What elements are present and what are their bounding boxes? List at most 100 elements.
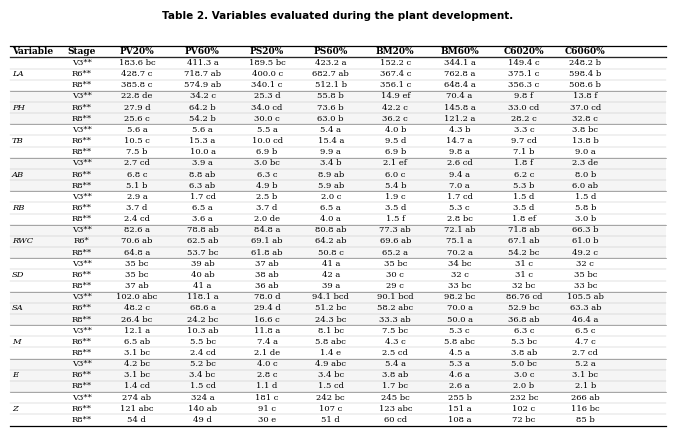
Text: 6.0 c: 6.0 c [385, 171, 406, 178]
Text: 3.3 c: 3.3 c [514, 126, 534, 134]
Text: 123 abc: 123 abc [379, 405, 412, 413]
Text: 25.3 d: 25.3 d [254, 92, 281, 100]
Text: 4.0 c: 4.0 c [257, 360, 277, 368]
Text: C6020%: C6020% [504, 47, 544, 56]
Text: 31 c: 31 c [515, 271, 533, 279]
Text: 8.9 ab: 8.9 ab [318, 171, 344, 178]
Bar [10, 191, 666, 202]
Text: 1.5 cd: 1.5 cd [189, 382, 216, 391]
Text: 35 bc: 35 bc [383, 260, 407, 268]
Text: Z: Z [12, 405, 18, 413]
Text: 55.8 b: 55.8 b [317, 92, 344, 100]
Text: 1.4 cd: 1.4 cd [124, 382, 150, 391]
Text: 39 a: 39 a [322, 282, 340, 290]
Text: 24.3 bc: 24.3 bc [315, 316, 346, 324]
Text: 8.8 ab: 8.8 ab [189, 171, 216, 178]
Bar [10, 180, 666, 191]
Text: V3**: V3** [72, 360, 91, 368]
Text: 85 b: 85 b [576, 416, 595, 424]
Text: 33.3 ab: 33.3 ab [379, 316, 411, 324]
Text: 1.5 d: 1.5 d [513, 193, 535, 201]
Text: 1.1 d: 1.1 d [256, 382, 278, 391]
Bar [10, 358, 666, 370]
Text: 1.8 ef: 1.8 ef [512, 215, 536, 223]
Text: 4.3 b: 4.3 b [449, 126, 470, 134]
Text: 3.0 b: 3.0 b [575, 215, 596, 223]
Text: 400.0 c: 400.0 c [251, 70, 283, 78]
Text: 1.5 cd: 1.5 cd [318, 382, 343, 391]
Text: 149.4 c: 149.4 c [508, 59, 539, 67]
Text: BM20%: BM20% [376, 47, 414, 56]
Bar [10, 236, 666, 247]
Text: 4.2 bc: 4.2 bc [124, 360, 150, 368]
Text: 4.9 b: 4.9 b [256, 182, 278, 190]
Text: 32 bc: 32 bc [512, 282, 535, 290]
Text: 6.3 c: 6.3 c [514, 327, 534, 335]
Text: 4.9 abc: 4.9 abc [315, 360, 346, 368]
Bar [10, 303, 666, 314]
Text: R8**: R8** [72, 382, 92, 391]
Text: 2.8 bc: 2.8 bc [447, 215, 473, 223]
Text: 68.6 a: 68.6 a [189, 304, 216, 312]
Text: 72 bc: 72 bc [512, 416, 535, 424]
Text: 682.7 ab: 682.7 ab [312, 70, 349, 78]
Text: 140 ab: 140 ab [188, 405, 217, 413]
Text: 49.2 c: 49.2 c [573, 249, 598, 256]
Text: 6.9 b: 6.9 b [256, 148, 278, 156]
Text: 242 bc: 242 bc [316, 394, 345, 401]
Text: SA: SA [12, 304, 24, 312]
Text: 78.8 ab: 78.8 ab [187, 226, 218, 234]
Bar [10, 403, 666, 414]
Text: 6.5 ab: 6.5 ab [124, 338, 150, 346]
Text: 344.1 a: 344.1 a [443, 59, 475, 67]
Text: V3**: V3** [72, 59, 91, 67]
Text: 64.2 b: 64.2 b [189, 104, 216, 112]
Text: 367.4 c: 367.4 c [380, 70, 411, 78]
Text: 37 ab: 37 ab [256, 260, 279, 268]
Text: 14.9 ef: 14.9 ef [381, 92, 410, 100]
Text: 39 ab: 39 ab [191, 260, 214, 268]
Text: 12.1 a: 12.1 a [124, 327, 150, 335]
Text: 14.7 a: 14.7 a [446, 137, 473, 145]
Text: 3.4 bc: 3.4 bc [318, 372, 344, 379]
Text: 6.9 b: 6.9 b [385, 148, 406, 156]
Text: 105.5 ab: 105.5 ab [567, 293, 604, 301]
Text: 356.1 c: 356.1 c [380, 81, 411, 89]
Text: 84.8 a: 84.8 a [254, 226, 281, 234]
Text: 5.3 c: 5.3 c [450, 327, 470, 335]
Text: PV20%: PV20% [120, 47, 154, 56]
Text: 428.7 c: 428.7 c [121, 70, 153, 78]
Text: 5.3 a: 5.3 a [449, 360, 470, 368]
Text: 27.9 d: 27.9 d [124, 104, 150, 112]
Text: 5.4 b: 5.4 b [385, 182, 406, 190]
Text: R6**: R6** [72, 171, 92, 178]
Text: 6.0 ab: 6.0 ab [573, 182, 598, 190]
Text: 9.8 a: 9.8 a [449, 148, 470, 156]
Text: R6**: R6** [72, 137, 92, 145]
Text: 70.6 ab: 70.6 ab [121, 237, 153, 246]
Text: 26.4 bc: 26.4 bc [121, 316, 153, 324]
Text: 70.4 a: 70.4 a [446, 92, 473, 100]
Text: 36.8 ab: 36.8 ab [508, 316, 539, 324]
Text: 42.2 c: 42.2 c [383, 104, 408, 112]
Bar [10, 91, 666, 102]
Text: 78.0 d: 78.0 d [254, 293, 281, 301]
Text: 3.5 d: 3.5 d [385, 204, 406, 212]
Text: 72.1 ab: 72.1 ab [444, 226, 475, 234]
Text: 70.0 a: 70.0 a [447, 304, 473, 312]
Text: R6**: R6** [72, 271, 92, 279]
Text: 51 d: 51 d [321, 416, 340, 424]
Text: 63.3 ab: 63.3 ab [570, 304, 601, 312]
Text: 49 d: 49 d [193, 416, 212, 424]
Text: R8**: R8** [72, 349, 92, 357]
Bar [10, 292, 666, 303]
Text: 2.7 cd: 2.7 cd [573, 349, 598, 357]
Bar [10, 414, 666, 425]
Text: 5.2 a: 5.2 a [575, 360, 596, 368]
Text: 324 a: 324 a [191, 394, 214, 401]
Text: 8.0 b: 8.0 b [575, 171, 596, 178]
Text: 4.0 a: 4.0 a [320, 215, 341, 223]
Text: R6**: R6** [72, 304, 92, 312]
Text: 1.7 cd: 1.7 cd [189, 193, 216, 201]
Text: 4.0 b: 4.0 b [385, 126, 406, 134]
